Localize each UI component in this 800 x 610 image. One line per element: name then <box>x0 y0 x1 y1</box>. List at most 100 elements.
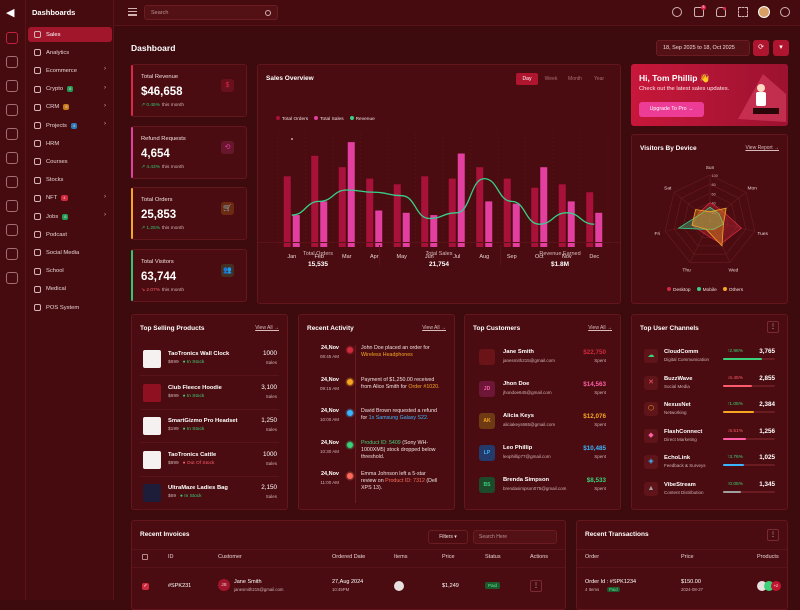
chevron-right-icon: › <box>104 121 106 127</box>
legend-label: Revenue <box>355 117 375 122</box>
invoice-column-header[interactable]: Ordered Date <box>332 554 366 560</box>
sidebar-item-pos-system[interactable]: POS System <box>28 300 112 315</box>
select-all-checkbox[interactable] <box>142 554 148 560</box>
activity-highlight[interactable]: 1x Samsung Galaxy S22. <box>368 415 429 422</box>
customers-view-all[interactable]: View All → <box>588 325 612 331</box>
invoice-column-header[interactable]: Customer <box>218 554 242 560</box>
radar-tick-label: 80 <box>712 183 716 187</box>
arrow-down-icon: ↓ <box>726 375 730 381</box>
channel-change-value: 5.51% <box>729 428 743 434</box>
sidebar-item-hrm[interactable]: HRM <box>28 136 112 151</box>
activity-highlight[interactable]: Product ID: 5409 <box>361 439 401 446</box>
customer-email: leophillip77@gmail.com <box>503 454 551 459</box>
activity-view-all[interactable]: View All → <box>422 325 446 331</box>
sidebar-item-school[interactable]: School <box>28 264 112 279</box>
row-checkbox[interactable]: ✓ <box>142 583 149 590</box>
channel-row[interactable]: ◆ FlashConnect Direct Marketing ↓5.51% 1,256 <box>640 425 779 452</box>
sidebar-item-projects[interactable]: Projects 4 › <box>28 118 112 133</box>
customer-row[interactable]: AK Alicia Keys aliciakeys665@gmail.com $12,… <box>473 405 612 437</box>
search-input[interactable]: Search <box>144 5 278 20</box>
period-tab-month[interactable]: Month <box>568 76 582 82</box>
sidebar-item-ecommerce[interactable]: Ecommerce › <box>28 63 112 78</box>
settings-gear-icon[interactable] <box>780 7 790 17</box>
period-tab-year[interactable]: Year <box>593 76 605 82</box>
activity-date: 24,Nov <box>320 439 339 446</box>
invoice-actions-icon[interactable]: ⋮ <box>530 580 542 592</box>
customer-row[interactable]: LP Leo Phillip leophillip77@gmail.com $10,4… <box>473 437 612 469</box>
sidebar-item-crypto[interactable]: Crypto 8 › <box>28 82 112 97</box>
activity-text-pre: David Brown requested a refund for <box>361 408 437 422</box>
customer-row[interactable]: Jane Smith janesmith215@gmail.com $22,750 S… <box>473 341 612 373</box>
stat-icon: 👥 <box>221 263 234 277</box>
invoice-column-header[interactable]: Actions <box>530 554 549 560</box>
top-selling-view-all[interactable]: View All → <box>255 325 279 331</box>
stock-status: ● In Stock <box>183 394 205 399</box>
sidebar-item-courses[interactable]: Courses <box>28 154 112 169</box>
filter-icon[interactable]: ▾ <box>773 40 789 56</box>
sidebar-item-medical[interactable]: Medical <box>28 282 112 297</box>
support-icon[interactable] <box>672 7 682 17</box>
grid-icon[interactable] <box>6 56 18 68</box>
product-row[interactable]: TaoTronics Wall Clock $699 ● In Stock 1000 S… <box>140 344 279 376</box>
star-icon[interactable] <box>6 152 18 164</box>
file-icon[interactable] <box>6 128 18 140</box>
transaction-column-header[interactable]: Price <box>681 554 694 560</box>
activity-highlight[interactable]: Order #1020. <box>408 383 440 390</box>
sidebar-item-nft[interactable]: NFT 4 › <box>28 191 112 206</box>
upgrade-button[interactable]: Upgrade To Pro → <box>639 102 704 117</box>
cart-icon[interactable]: 5 <box>694 5 706 17</box>
invoice-search-input[interactable]: Search Here <box>473 530 557 544</box>
visitors-legend: Desktop Mobile Others <box>667 287 743 293</box>
home-icon[interactable] <box>6 32 18 44</box>
period-tab-day[interactable]: Day <box>516 73 538 85</box>
user-avatar[interactable] <box>758 6 770 18</box>
channel-row[interactable]: ▲ VibeStream Content Distribution ↑0.05% 1,3… <box>640 478 779 505</box>
invoice-column-header[interactable]: Status <box>485 554 501 560</box>
channels-more-icon[interactable]: ⋮ <box>767 321 779 333</box>
stat-accent-bar <box>131 126 133 178</box>
filters-button[interactable]: Filters ▾ <box>428 530 468 544</box>
fullscreen-icon[interactable] <box>738 7 748 17</box>
product-row[interactable]: UltraMaze Ladies Bag $69 ● In Stock 2,150 Sa… <box>140 478 279 510</box>
period-tab-week[interactable]: Week <box>544 76 558 82</box>
box-icon[interactable] <box>6 104 18 116</box>
radar-axis-label: Sun <box>706 165 715 171</box>
channel-row[interactable]: ◈ EchoLink Feedback & Surveys ↑3.76% 1,025 <box>640 451 779 478</box>
sidebar-item-jobs[interactable]: Jobs 8 › <box>28 209 112 224</box>
calendar-icon[interactable] <box>6 272 18 284</box>
product-row[interactable]: TaoTronics Cattle $899 ● Out Of Stock 1000 S… <box>140 445 279 477</box>
transactions-more-icon[interactable]: ⋮ <box>767 529 779 541</box>
gift-icon[interactable] <box>6 176 18 188</box>
customer-row[interactable]: JD Jhon Doe jhondoe645@gmail.com $14,563 Spe… <box>473 373 612 405</box>
sidebar-item-podcast[interactable]: Podcast <box>28 227 112 242</box>
brand-logo-icon[interactable]: ◀ <box>6 7 15 19</box>
transaction-column-header[interactable]: Order <box>585 554 600 560</box>
menu-toggle-icon[interactable] <box>128 8 137 17</box>
sidebar-item-icon <box>34 85 41 93</box>
invoice-column-header[interactable]: ID <box>168 554 174 560</box>
sidebar-item-stocks[interactable]: Stocks <box>28 173 112 188</box>
invoice-column-header[interactable]: Items <box>394 554 408 560</box>
compass-icon[interactable] <box>6 200 18 212</box>
sidebar-item-crm[interactable]: CRM 5 › <box>28 100 112 115</box>
channel-row[interactable]: ☁ CloudComm Digital Communication ↑2.96% 3,7… <box>640 345 779 372</box>
refresh-icon[interactable]: ⟳ <box>753 40 769 56</box>
invoice-column-header[interactable]: Price <box>442 554 455 560</box>
activity-highlight[interactable]: Product ID: 7312 <box>385 478 425 485</box>
notification-bell-icon[interactable] <box>716 7 726 17</box>
sidebar-item-social-media[interactable]: Social Media <box>28 245 112 260</box>
channel-row[interactable]: ⬡ NexusNet Networking ↑1.05% 2,384 <box>640 398 779 425</box>
sidebar-item-sales[interactable]: Sales <box>28 27 112 42</box>
date-range-picker[interactable]: 18, Sep 2025 to 18, Oct 2025 <box>656 40 750 56</box>
view-report-link[interactable]: View Report → <box>745 145 779 151</box>
activity-highlight[interactable]: Wireless Headphones <box>361 352 413 359</box>
chart-icon[interactable] <box>6 248 18 260</box>
store-icon[interactable] <box>6 224 18 236</box>
layers-icon[interactable] <box>6 80 18 92</box>
product-row[interactable]: Club Fleece Hoodie $699 ● In Stock 3,100 Sal… <box>140 378 279 410</box>
channel-row[interactable]: ✕ BuzzWave Social Media ↓6.45% 2,855 <box>640 372 779 399</box>
sidebar-item-analytics[interactable]: Analytics <box>28 45 112 60</box>
product-row[interactable]: SmartGizmo Pro Headset $199 ● In Stock 1,25… <box>140 411 279 443</box>
transaction-column-header[interactable]: Products <box>757 554 779 560</box>
customer-row[interactable]: BS Brenda Simpson brendasimpson075@gmail.c… <box>473 469 612 501</box>
